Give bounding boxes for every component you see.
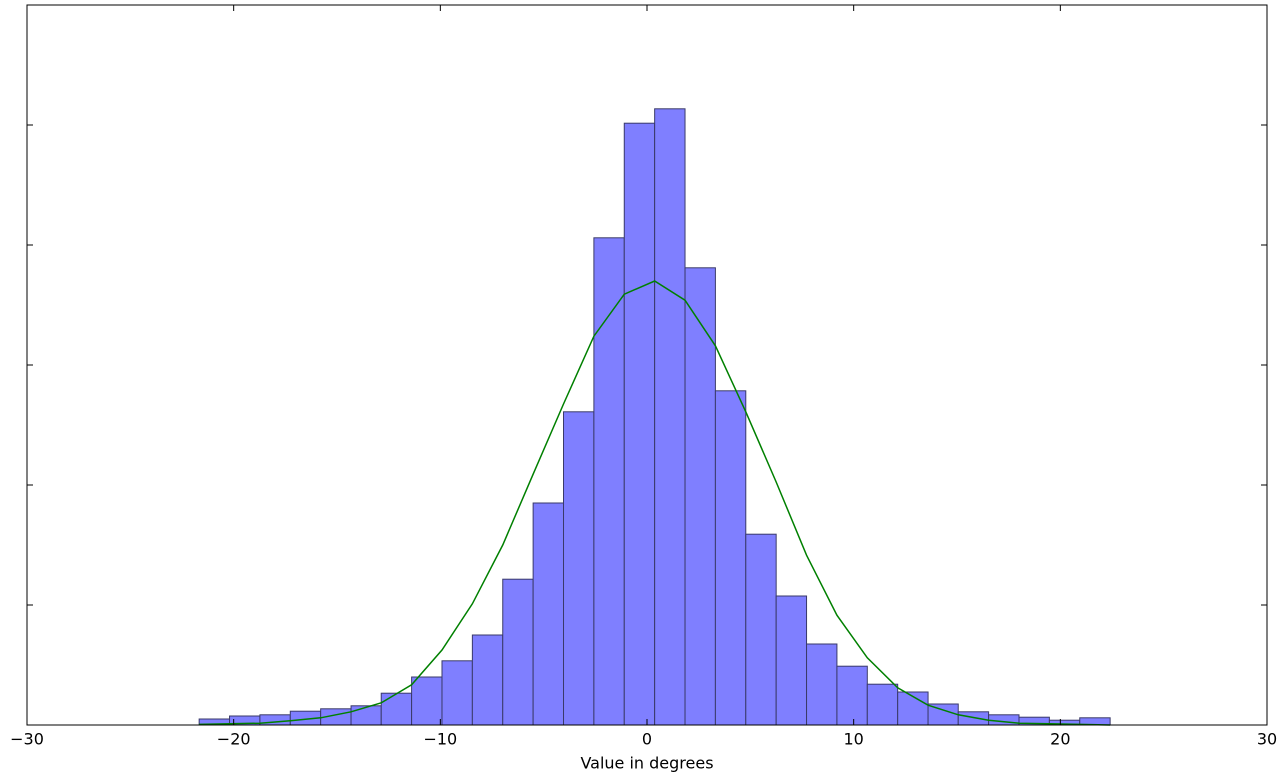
x-tick-label: 20 xyxy=(1050,730,1070,749)
bar xyxy=(806,643,838,726)
bar xyxy=(654,108,686,726)
bar xyxy=(957,711,990,726)
bar xyxy=(471,634,504,726)
x-tick-label: −20 xyxy=(217,730,251,749)
x-tick-label: 10 xyxy=(843,730,863,749)
bar xyxy=(775,595,808,726)
bar xyxy=(836,665,868,726)
bar xyxy=(502,578,534,726)
bar xyxy=(866,683,899,726)
bar xyxy=(897,691,929,726)
x-tick-label: −30 xyxy=(10,730,44,749)
bar xyxy=(441,660,473,726)
x-tick-label: −10 xyxy=(423,730,457,749)
bar xyxy=(563,411,595,726)
bar xyxy=(745,533,777,726)
bar xyxy=(350,705,382,726)
bar xyxy=(532,502,565,726)
bar xyxy=(593,237,625,726)
bar xyxy=(623,122,656,726)
x-axis-label: Value in degrees xyxy=(580,754,713,773)
fit-curve xyxy=(199,280,1111,726)
bar xyxy=(380,692,413,726)
bar xyxy=(411,676,443,726)
bar xyxy=(714,390,747,726)
x-tick-label: 0 xyxy=(642,730,652,749)
bar xyxy=(684,267,716,726)
x-tick-label: 30 xyxy=(1257,730,1277,749)
